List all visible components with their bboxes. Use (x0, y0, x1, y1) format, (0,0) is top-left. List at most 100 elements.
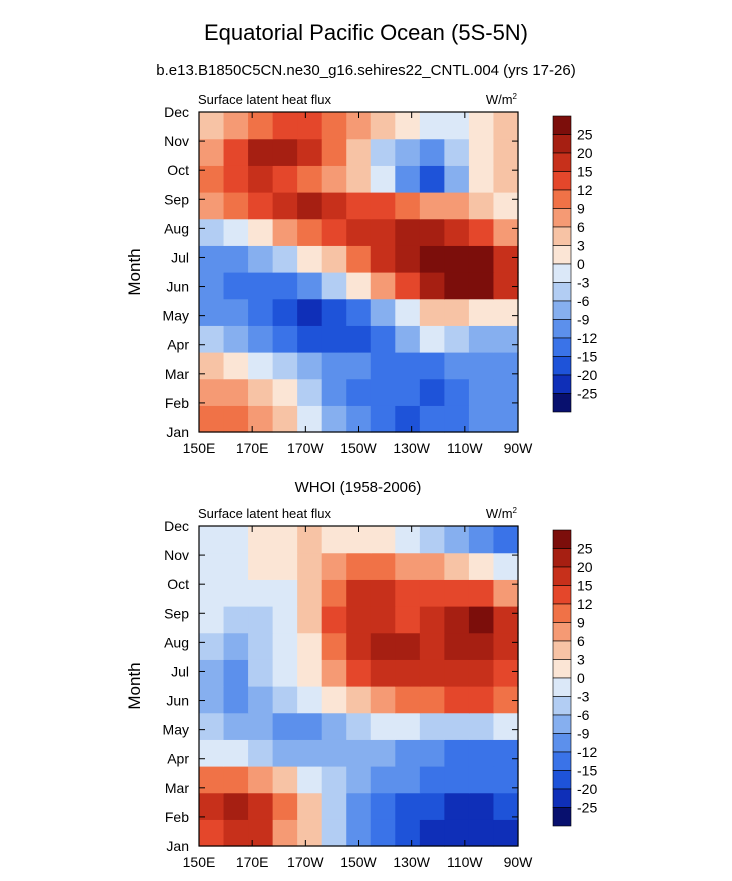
heatmap-cell (272, 526, 298, 554)
heatmap-cell (297, 792, 323, 820)
heatmap-cell (248, 552, 274, 580)
heatmap-cell (346, 192, 372, 220)
heatmap-cell (419, 526, 445, 554)
x-tick-label: 170W (287, 854, 324, 870)
x-tick-label: 150W (340, 854, 377, 870)
heatmap-cell (419, 352, 445, 380)
heatmap-cell (468, 218, 495, 246)
panel-model-left-string: Surface latent heat flux (198, 92, 331, 107)
heatmap-cell (297, 766, 323, 794)
heatmap-cell (297, 352, 323, 380)
heatmap-cell (297, 112, 323, 140)
heatmap-cell (493, 659, 519, 687)
heatmap-cell (419, 112, 445, 140)
heatmap-cell (223, 378, 249, 406)
colorbar-swatch (552, 134, 572, 154)
panel-whoi-x-axis: 150E 170E 170W 150W 130W 110W 90W (183, 526, 534, 870)
heatmap-cell (419, 165, 445, 193)
heatmap-cell (297, 405, 323, 433)
colorbar-label: 25 (577, 541, 593, 557)
colorbar-swatch (552, 548, 572, 568)
heatmap-cell (370, 112, 396, 140)
heatmap-cell (321, 245, 347, 273)
heatmap-cell (395, 245, 421, 273)
colorbar-label: 15 (577, 578, 593, 594)
colorbar-swatch (552, 714, 572, 734)
heatmap-cell (395, 138, 421, 166)
colorbar-swatch (552, 696, 572, 716)
heatmap-cell (297, 298, 323, 326)
heatmap-cell (468, 766, 495, 794)
heatmap-cell (395, 739, 421, 767)
heatmap-cell (370, 659, 396, 687)
colorbar-label: 20 (577, 145, 593, 161)
heatmap-cell (346, 712, 372, 740)
heatmap-cell (321, 352, 347, 380)
x-tick-label: 90W (504, 440, 534, 456)
colorbar-label: 3 (577, 652, 585, 668)
heatmap-cell (248, 659, 274, 687)
heatmap-cell (321, 112, 347, 140)
heatmap-cell (248, 606, 274, 634)
heatmap-cell (346, 218, 372, 246)
colorbar-label: 0 (577, 256, 585, 272)
heatmap-cell (419, 792, 445, 820)
heatmap-cell (444, 819, 470, 847)
heatmap-cell (248, 165, 274, 193)
heatmap-cell (248, 138, 274, 166)
heatmap-cell (444, 792, 470, 820)
y-tick-label: Oct (167, 576, 189, 592)
y-tick-label: May (163, 722, 189, 738)
heatmap-cell (395, 552, 421, 580)
heatmap-cell (346, 298, 372, 326)
heatmap-cell (370, 192, 396, 220)
panel-whoi-ylabel: Month (125, 662, 144, 709)
colorbar-label: 15 (577, 164, 593, 180)
heatmap-cell (444, 192, 470, 220)
heatmap-cell (468, 792, 495, 820)
heatmap-cell (297, 686, 323, 714)
y-tick-label: Dec (164, 104, 189, 120)
heatmap-cell (297, 218, 323, 246)
heatmap-cell (199, 405, 225, 433)
heatmap-cell (199, 552, 225, 580)
colorbar-swatch (552, 659, 572, 679)
colorbar-swatch (552, 300, 572, 320)
heatmap-cell (272, 298, 298, 326)
heatmap-cell (370, 165, 396, 193)
heatmap-cell (493, 298, 519, 326)
heatmap-cell (297, 819, 323, 847)
heatmap-cell (248, 192, 274, 220)
heatmap-cell (297, 138, 323, 166)
x-tick-label: 130W (393, 440, 430, 456)
colorbar-label: -12 (577, 744, 597, 760)
colorbar-swatch (552, 529, 572, 549)
heatmap-cell (223, 272, 249, 300)
heatmap-cell (321, 632, 347, 660)
colorbar-label: -25 (577, 800, 597, 816)
heatmap-cell (395, 272, 421, 300)
heatmap-cell (199, 819, 225, 847)
heatmap-cell (248, 352, 274, 380)
colorbar-swatch (552, 152, 572, 172)
colorbar-swatch (552, 677, 572, 697)
x-tick-label: 90W (504, 854, 534, 870)
heatmap-cell (395, 686, 421, 714)
y-tick-label: Feb (165, 395, 189, 411)
heatmap-cell (346, 606, 372, 634)
colorbar-swatch (552, 245, 572, 265)
panel-whoi-units: W/m2 (486, 506, 518, 521)
heatmap-cell (468, 112, 495, 140)
heatmap-cell (272, 272, 298, 300)
heatmap-cell (248, 325, 274, 353)
heatmap-cell (199, 298, 225, 326)
heatmap-cell (272, 552, 298, 580)
heatmap-cell (297, 712, 323, 740)
heatmap-cell (395, 352, 421, 380)
panel-model-heatmap (199, 112, 519, 433)
heatmap-cell (370, 405, 396, 433)
heatmap-cell (468, 632, 495, 660)
heatmap-cell (395, 325, 421, 353)
heatmap-cell (272, 632, 298, 660)
colorbar-swatch (552, 263, 572, 283)
